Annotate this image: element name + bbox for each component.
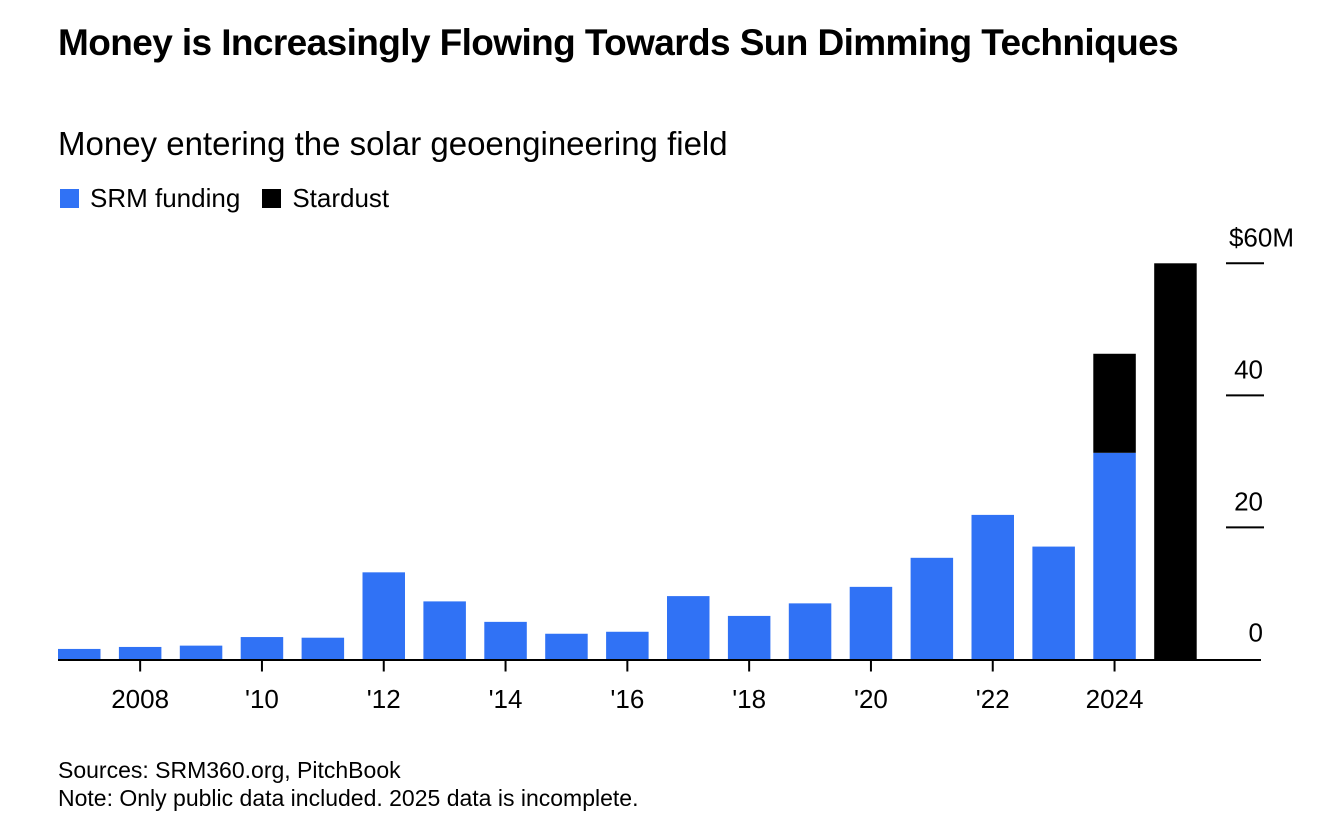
bar-srm-funding-2013 — [423, 601, 466, 660]
x-tick-label-2024: 2024 — [1086, 684, 1144, 714]
x-tick-label-2014: '14 — [489, 684, 523, 714]
bar-srm-funding-2020 — [849, 586, 893, 660]
x-tick-label-2022: '22 — [976, 684, 1010, 714]
legend: SRM funding Stardust — [60, 182, 411, 214]
y-tick-label-0: 0 — [1249, 618, 1263, 648]
bar-srm-funding-2024 — [1093, 452, 1136, 660]
bar-srm-funding-2009 — [179, 645, 223, 660]
legend-item-srm-funding: SRM funding — [60, 182, 240, 214]
bar-srm-funding-2010 — [240, 637, 284, 660]
legend-label-srm-funding: SRM funding — [90, 183, 241, 213]
bar-stardust-2025 — [1154, 263, 1197, 660]
bar-stardust-2024 — [1093, 353, 1136, 453]
legend-swatch-stardust — [262, 188, 282, 208]
x-tick-label-2008: 2008 — [111, 684, 169, 714]
legend-label-stardust: Stardust — [292, 183, 390, 213]
bar-srm-funding-2017 — [667, 596, 710, 660]
y-tick-label-60: $60M — [1229, 222, 1294, 252]
bar-srm-funding-2008 — [118, 646, 162, 660]
bar-srm-funding-2015 — [545, 633, 588, 660]
bar-srm-funding-2007 — [58, 648, 101, 660]
note-text: Note: Only public data included. 2025 da… — [58, 785, 639, 811]
x-tick-label-2016: '16 — [610, 684, 644, 714]
sources-text: Sources: SRM360.org, PitchBook — [58, 757, 401, 783]
y-tick-label-40: 40 — [1234, 354, 1263, 384]
footer: Sources: SRM360.org, PitchBook Note: Onl… — [58, 756, 638, 812]
bar-srm-funding-2011 — [301, 637, 345, 660]
bar-srm-funding-2014 — [484, 621, 527, 660]
x-tick-label-2012: '12 — [367, 684, 401, 714]
legend-item-stardust: Stardust — [262, 182, 389, 214]
legend-swatch-srm-funding — [60, 188, 79, 208]
bar-srm-funding-2016 — [606, 631, 649, 660]
bar-srm-funding-2012 — [362, 572, 405, 660]
bar-srm-funding-2022 — [971, 514, 1014, 660]
x-tick-label-2020: '20 — [854, 684, 888, 714]
x-tick-label-2010: '10 — [245, 684, 279, 714]
bar-srm-funding-2019 — [788, 603, 832, 660]
chart-title: Money is Increasingly Flowing Towards Su… — [58, 22, 1179, 63]
x-tick-label-2018: '18 — [732, 684, 766, 714]
chart-subtitle: Money entering the solar geoengineering … — [58, 125, 728, 162]
bar-srm-funding-2021 — [910, 557, 954, 660]
bar-srm-funding-2018 — [727, 615, 771, 660]
y-tick-label-20: 20 — [1234, 486, 1263, 516]
bar-srm-funding-2023 — [1032, 546, 1075, 660]
